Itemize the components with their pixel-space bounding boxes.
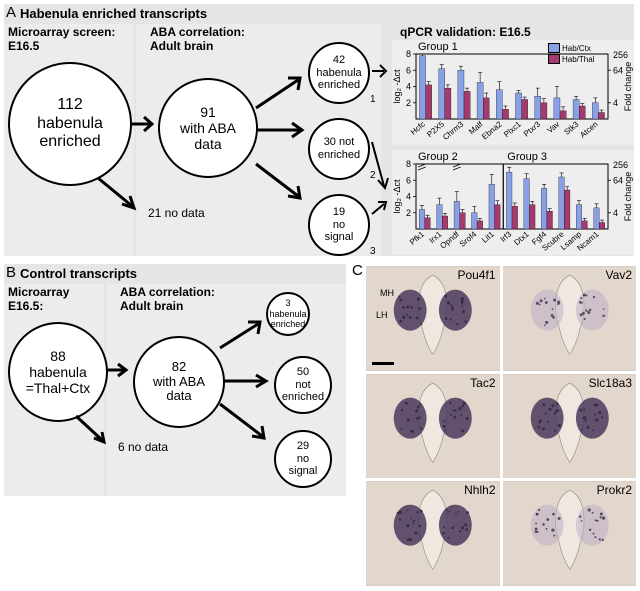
arrow-a-r2 [256,120,308,140]
panel-b-label: B [6,264,16,281]
ish-label: Tac2 [470,376,495,390]
legend-habctx: Hab/Ctx [548,43,591,53]
sub-1: 1 [370,94,376,105]
circle-aba-b: 82 with ABA data [133,336,225,428]
nodata-a: 21 no data [148,206,205,220]
svg-text:log₂ -Δct: log₂ -Δct [392,179,402,214]
ish-label: Vav2 [606,268,632,282]
svg-text:256: 256 [613,50,628,60]
arrow-b-r2 [222,372,272,390]
circle-main-a: 112 habenula enriched [8,62,132,186]
nodata-b: 6 no data [118,440,168,454]
svg-text:6: 6 [406,65,411,75]
circle-r3-a: 19 no signal [308,194,370,256]
svg-text:2: 2 [406,98,411,108]
panel-c-label: C [352,262,363,279]
svg-text:Atcen: Atcen [578,120,599,140]
svg-text:6: 6 [406,175,411,185]
svg-text:2: 2 [406,208,411,218]
svg-text:256: 256 [613,160,628,170]
circle-r2-a: 30 not enriched [308,118,370,180]
arrow-a-qpcr1 [370,62,390,80]
panel-b-title: Control transcripts [20,266,137,281]
svg-text:Opndf: Opndf [438,229,461,250]
circle-r1-a: 42 habenula enriched [308,42,370,104]
svg-text:Plxc1: Plxc1 [502,119,523,139]
svg-text:Vav: Vav [545,120,561,135]
svg-text:8: 8 [406,159,411,169]
ish-slc18a3: Slc18a3 [503,374,637,479]
svg-text:Lit1: Lit1 [480,229,496,245]
panel-b-col2-title: ABA correlation: Adult brain [120,286,215,314]
panel-a-col3-title: qPCR validation: E16.5 [400,26,531,40]
ish-vav2: Vav2 [503,266,637,371]
svg-text:4: 4 [613,208,618,218]
svg-text:Pfk1: Pfk1 [408,229,426,247]
ish-prokr2: Prokr2 [503,481,637,586]
arrow-a-r1 [254,72,308,112]
svg-text:Dtx1: Dtx1 [512,229,531,247]
circle-aba-a: 91 with ABA data [158,78,258,178]
panel-a-col1-title: Microarray screen: E16.5 [8,26,115,54]
circle-main-b: 88 habenula =Thal+Ctx [8,322,108,422]
panel-a-col2-title: ABA correlation: Adult brain [150,26,245,54]
ish-label: Nhlh2 [464,483,495,497]
svg-text:Irf3: Irf3 [499,229,514,244]
svg-text:Ptxr3: Ptxr3 [522,119,543,138]
panel-b-col1-title: Microarray E16.5: [8,286,69,314]
svg-text:Group 1: Group 1 [418,41,458,53]
svg-text:Chrm3: Chrm3 [441,119,466,142]
arrow-a-qpcr3 [370,200,390,218]
circle-r1-b: 3 habenula enriched [266,292,310,336]
arrow-b-nodata [72,414,112,448]
svg-text:64: 64 [613,175,623,185]
panel-a-title: Habenula enriched transcripts [20,6,207,21]
svg-text:4: 4 [613,98,618,108]
ish-label: Pou4f1 [457,268,495,282]
arrow-b-r1 [218,318,266,352]
ish-grid: Pou4f1MHLH Vav2 Tac2 Slc18a3 Nhlh2 Prokr2 [366,266,636,586]
arrow-a-qpcr2 [370,138,390,198]
ish-label: Slc18a3 [589,376,632,390]
svg-text:Ebna2: Ebna2 [480,119,504,141]
svg-text:4: 4 [406,192,411,202]
svg-text:Hcfc: Hcfc [409,120,427,137]
svg-text:Group 2: Group 2 [418,151,458,163]
svg-text:Fold change: Fold change [623,172,633,222]
ish-tac2: Tac2 [366,374,500,479]
legend-habthal: Hab/Thal [548,54,594,64]
chart-2: 2468464256Pfk1Irx1OpndfSrof4Lit1Irf3Dtx1… [392,150,634,255]
ish-pou4f1: Pou4f1MHLH [366,266,500,371]
circle-r3-b: 29 no signal [274,430,332,488]
chart-1: 2468464256HcfcP2X5Chrm3MalfEbna2Plxc1Ptx… [392,40,634,145]
circle-r2-b: 50 not enriched [274,356,332,414]
arrow-a-nodata [94,176,144,216]
panel-a-label: A [6,4,16,21]
sub-3: 3 [370,246,376,257]
svg-text:64: 64 [613,65,623,75]
ish-nhlh2: Nhlh2 [366,481,500,586]
svg-text:8: 8 [406,49,411,59]
svg-text:Fold change: Fold change [623,62,633,112]
svg-text:log₂ -Δct: log₂ -Δct [392,69,402,104]
svg-text:Group 3: Group 3 [507,151,547,163]
arrow-b-r3 [218,400,272,444]
arrow-a-r3 [254,160,308,204]
arrow-b-1 [106,360,132,380]
ish-label: Prokr2 [597,483,632,497]
svg-text:Srof4: Srof4 [458,229,479,249]
arrow-a-1 [130,112,158,136]
svg-text:4: 4 [406,82,411,92]
